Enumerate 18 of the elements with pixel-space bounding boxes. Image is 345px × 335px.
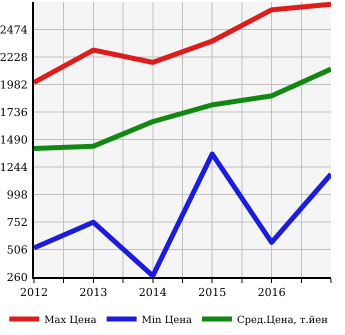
legend-label: Сред.Цена, т.йен [236,314,328,326]
y-tick-label: 2474 [0,23,28,36]
y-tick-label: 1736 [0,106,28,119]
y-tick-label: 506 [6,243,28,256]
y-tick-label: 752 [6,216,28,229]
x-tick-label: 2013 [79,286,108,300]
legend-label: Max Цена [44,314,97,326]
x-tick-label: 2015 [198,286,226,300]
x-tick-label: 2012 [20,286,48,300]
y-tick-label: 998 [6,188,28,202]
x-tick-label: 2016 [258,286,286,300]
y-tick-label: 1982 [0,78,28,92]
y-tick-label: 1490 [0,133,28,146]
y-tick-label: 2228 [0,50,28,64]
legend-label: Min Цена [142,314,192,326]
y-tick-label: 260 [6,270,28,284]
x-tick-label: 2014 [138,286,167,300]
y-tick-label: 1244 [0,160,28,174]
